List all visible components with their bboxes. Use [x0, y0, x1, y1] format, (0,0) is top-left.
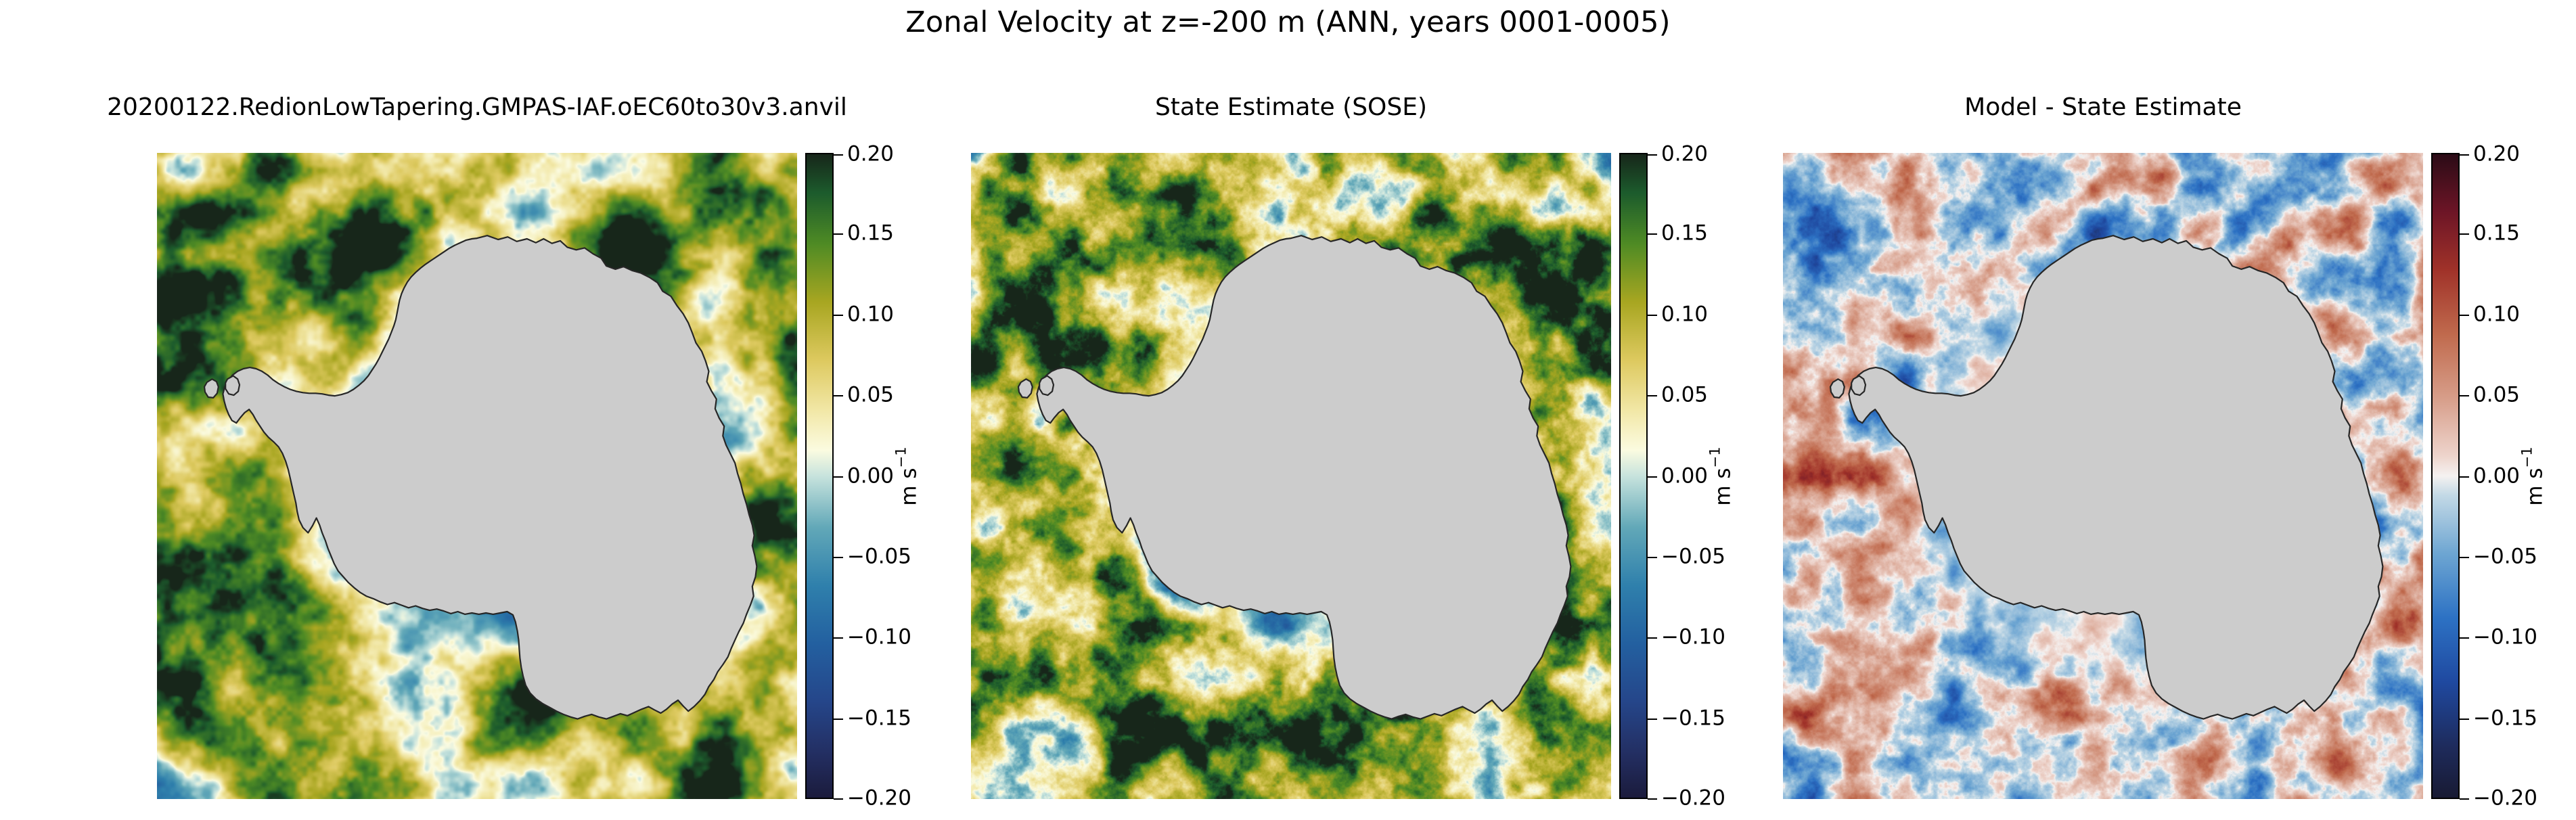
- colorbar-ticks-sose: 0.20 0.15 0.10 0.05 0.00 −0.05 −0.10 −0.15 −0.20: [1648, 143, 1756, 808]
- colorbar-tick: [834, 154, 843, 156]
- colorbar-tick: [1648, 395, 1657, 397]
- colorbar-sose[interactable]: [1619, 153, 1648, 799]
- panel-title-model: 20200122.RedionLowTapering.GMPAS-IAF.oEC…: [107, 93, 847, 121]
- colorbar-tick: [1648, 637, 1657, 639]
- colorbar-tick-label: 0.10: [1661, 302, 1709, 327]
- colorbar-tick-label: 0.20: [1661, 141, 1709, 166]
- colorbar-tick-label: 0.10: [847, 302, 895, 327]
- antarctica-landmass-model: [157, 153, 797, 799]
- figure-suptitle: Zonal Velocity at z=-200 m (ANN, years 0…: [905, 5, 1671, 39]
- colorbar-tick-label: 0.20: [2473, 141, 2521, 166]
- colorbar-tick-label: 0.05: [1661, 382, 1709, 407]
- colorbar-tick: [2460, 798, 2469, 800]
- colorbar-tick-label: −0.05: [1661, 544, 1725, 569]
- map-canvas-sose[interactable]: [971, 153, 1611, 799]
- colorbar-tick-label: −0.15: [1661, 706, 1725, 731]
- colorbar-tick-label: −0.10: [2473, 624, 2537, 650]
- colorbar-tick-label: −0.20: [847, 785, 911, 810]
- panel-title-sose: State Estimate (SOSE): [1154, 93, 1428, 121]
- colorbar-tick-label: 0.15: [1661, 221, 1709, 246]
- colorbar-tick: [1648, 476, 1657, 478]
- colorbar-tick-label: −0.05: [847, 544, 911, 569]
- map-panel-sose[interactable]: State Estimate (SOSE): [971, 93, 1611, 799]
- colorbar-gradient-sose: [1621, 154, 1646, 798]
- colorbar-tick-label: −0.10: [847, 624, 911, 650]
- colorbar-tick-label: −0.15: [2473, 706, 2537, 731]
- colorbar-tick: [1648, 154, 1657, 156]
- colorbar-tick-label: 0.10: [2473, 302, 2521, 327]
- colorbar-tick: [1648, 718, 1657, 720]
- colorbar-gradient-model: [807, 154, 832, 798]
- colorbar-tick: [834, 718, 843, 720]
- colorbar-tick-label: 0.00: [847, 463, 895, 488]
- colorbar-tick: [2460, 637, 2469, 639]
- colorbar-label-difference: m s−1: [2518, 446, 2548, 506]
- colorbar-tick: [1648, 556, 1657, 558]
- colorbar-tick-label: 0.20: [847, 141, 895, 166]
- colorbar-ticks-model: 0.20 0.15 0.10 0.05 0.00 −0.05 −0.10 −0.15 −0.20: [834, 143, 942, 808]
- colorbar-model[interactable]: [805, 153, 834, 799]
- map-panel-model[interactable]: 20200122.RedionLowTapering.GMPAS-IAF.oEC…: [107, 93, 847, 799]
- colorbar-tick: [2460, 154, 2469, 156]
- colorbar-tick: [2460, 233, 2469, 235]
- colorbar-tick-label: 0.00: [1661, 463, 1709, 488]
- colorbar-difference[interactable]: [2431, 153, 2460, 799]
- colorbar-label-sose: m s−1: [1706, 446, 1736, 506]
- colorbar-tick: [1648, 233, 1657, 235]
- colorbar-tick-label: 0.05: [2473, 382, 2521, 407]
- colorbar-tick-label: −0.10: [1661, 624, 1725, 650]
- colorbar-tick-label: 0.15: [2473, 221, 2521, 246]
- map-canvas-model[interactable]: [157, 153, 797, 799]
- colorbar-tick-label: −0.20: [1661, 785, 1725, 810]
- colorbar-tick: [1648, 314, 1657, 316]
- colorbar-tick-label: −0.05: [2473, 544, 2537, 569]
- colorbar-gradient-difference: [2433, 154, 2458, 798]
- antarctica-landmass-sose: [971, 153, 1611, 799]
- colorbar-tick: [834, 233, 843, 235]
- colorbar-tick: [834, 556, 843, 558]
- map-canvas-difference[interactable]: [1783, 153, 2423, 799]
- antarctica-landmass-difference: [1783, 153, 2423, 799]
- colorbar-tick-label: −0.15: [847, 706, 911, 731]
- colorbar-tick-label: 0.00: [2473, 463, 2521, 488]
- colorbar-tick: [2460, 476, 2469, 478]
- colorbar-tick: [834, 637, 843, 639]
- colorbar-tick: [834, 395, 843, 397]
- colorbar-tick-label: 0.05: [847, 382, 895, 407]
- colorbar-tick: [2460, 395, 2469, 397]
- colorbar-ticks-difference: 0.20 0.15 0.10 0.05 0.00 −0.05 −0.10 −0.15 −0.20: [2460, 143, 2568, 808]
- colorbar-tick: [834, 476, 843, 478]
- colorbar-label-model: m s−1: [892, 446, 922, 506]
- colorbar-tick-label: −0.20: [2473, 785, 2537, 810]
- colorbar-tick: [2460, 718, 2469, 720]
- map-panel-difference[interactable]: Model - State Estimate: [1783, 93, 2423, 799]
- colorbar-tick: [2460, 556, 2469, 558]
- colorbar-tick: [834, 798, 843, 800]
- colorbar-tick-label: 0.15: [847, 221, 895, 246]
- colorbar-tick: [2460, 314, 2469, 316]
- colorbar-tick: [834, 314, 843, 316]
- colorbar-tick: [1648, 798, 1657, 800]
- panel-title-difference: Model - State Estimate: [1964, 93, 2242, 121]
